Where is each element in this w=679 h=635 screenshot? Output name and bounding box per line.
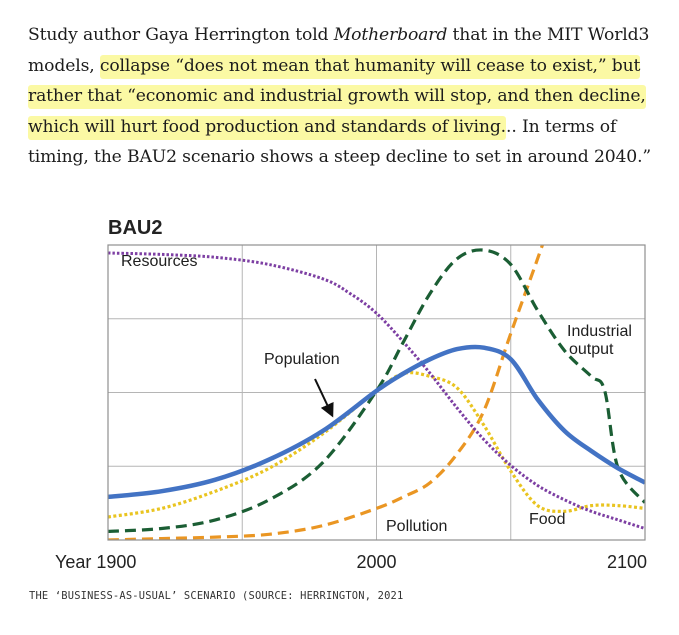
series-label-industrial-output: output bbox=[569, 341, 614, 358]
x-tick-label: 2000 bbox=[356, 552, 396, 572]
paragraph-middle: that in the MIT World3 models, bbox=[28, 25, 650, 76]
series-label-food: Food bbox=[529, 511, 565, 528]
paragraph-intro: Study author Gaya Herrington told bbox=[28, 25, 334, 45]
plot-frame bbox=[107, 244, 646, 541]
x-tick-label: 2100 bbox=[607, 552, 647, 572]
bau2-chart: BAU2 Year 1900 2000 2100 Resources Populati… bbox=[55, 217, 647, 572]
series-lines bbox=[108, 245, 645, 540]
x-axis-ticks: Year 1900 2000 2100 bbox=[55, 552, 647, 572]
series-label-resources: Resources bbox=[121, 253, 197, 270]
series-label-industrial-output: Industrial bbox=[567, 323, 632, 340]
series-line-population bbox=[108, 344, 645, 500]
series-line-resources bbox=[108, 251, 645, 530]
chart-title: BAU2 bbox=[108, 217, 162, 239]
paragraph-tail: .. In terms of timing, the BAU2 scenario… bbox=[28, 116, 652, 168]
series-label-population: Population bbox=[264, 351, 340, 368]
series-label-pollution: Pollution bbox=[386, 518, 447, 535]
article-paragraph: Study author Gaya Herrington told Mother… bbox=[28, 20, 668, 173]
series-line-pollution bbox=[108, 245, 545, 540]
population-arrow bbox=[314, 378, 334, 418]
figure-caption: THE ‘BUSINESS-AS-USUAL’ SCENARIO (SOURCE… bbox=[29, 590, 404, 602]
x-tick-label: Year 1900 bbox=[55, 552, 136, 572]
publication-name: Motherboard bbox=[333, 25, 448, 45]
series-line-industrial-output bbox=[108, 248, 645, 533]
